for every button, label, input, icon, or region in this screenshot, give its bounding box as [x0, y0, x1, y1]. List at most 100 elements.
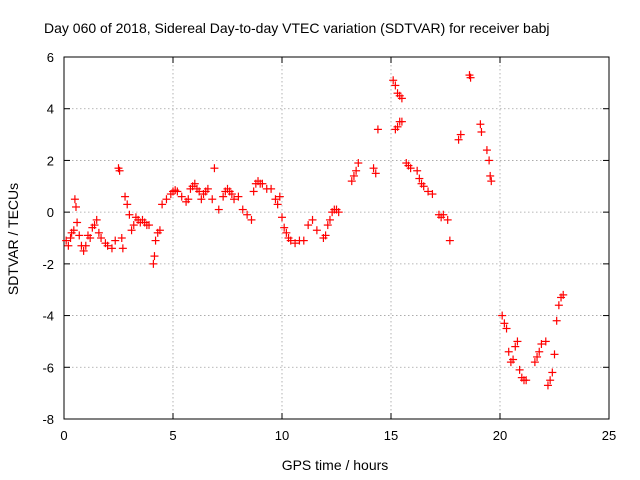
data-point — [70, 195, 79, 204]
data-point — [115, 166, 124, 175]
data-point — [391, 81, 400, 90]
data-point — [546, 376, 555, 385]
y-tick-label: -4 — [42, 309, 54, 324]
data-point — [117, 234, 126, 242]
data-point — [513, 337, 522, 346]
x-tick-label: 20 — [493, 428, 507, 443]
data-point — [103, 241, 112, 250]
data-point — [249, 187, 258, 196]
data-point — [550, 350, 559, 359]
data-point — [554, 301, 563, 310]
data-point — [498, 311, 507, 320]
data-point — [445, 236, 454, 245]
data-point — [173, 187, 182, 196]
y-tick-label: 4 — [47, 102, 54, 117]
data-point — [548, 368, 557, 377]
data-point — [90, 221, 99, 230]
data-point — [439, 210, 448, 219]
data-point — [535, 347, 544, 356]
data-point — [150, 252, 159, 261]
data-point — [371, 169, 380, 178]
data-point — [81, 241, 90, 250]
data-point — [92, 215, 101, 224]
data-point — [155, 226, 164, 235]
data-point — [66, 234, 75, 242]
plot-frame — [63, 56, 610, 420]
data-point — [118, 244, 127, 253]
data-point — [504, 347, 513, 356]
data-point — [486, 171, 495, 180]
x-axis-label: GPS time / hours — [282, 457, 389, 473]
data-point — [424, 187, 433, 196]
y-tick-label: 2 — [47, 153, 54, 168]
y-axis-label: SDTVAR / TECUs — [5, 183, 21, 295]
data-point — [278, 213, 286, 222]
data-point — [86, 234, 95, 242]
data-point — [466, 73, 475, 82]
data-point — [219, 192, 228, 201]
x-tick-labels: 0 5 10 15 20 25 — [60, 428, 616, 443]
data-point — [280, 223, 289, 232]
data-point — [530, 358, 539, 367]
data-point — [482, 146, 491, 155]
data-point — [243, 210, 252, 219]
data-point — [127, 226, 136, 235]
data-point — [413, 166, 422, 175]
data-point — [234, 192, 243, 201]
data-point — [443, 215, 452, 224]
x-tick-label: 15 — [384, 428, 398, 443]
data-point — [145, 221, 154, 230]
axis-ticks — [63, 56, 610, 420]
data-point — [291, 239, 300, 248]
data-point — [419, 182, 428, 191]
data-point — [389, 76, 398, 85]
y-tick-label: -2 — [42, 257, 54, 272]
data-point — [369, 164, 378, 173]
data-point — [190, 179, 199, 188]
data-point — [323, 221, 332, 230]
data-point — [230, 195, 239, 204]
data-point — [75, 231, 84, 240]
data-point — [559, 290, 568, 299]
data-point — [129, 221, 138, 230]
data-point — [214, 205, 223, 214]
data-point — [177, 192, 186, 201]
data-point — [487, 177, 496, 186]
data-point — [312, 226, 321, 235]
data-point — [373, 125, 382, 134]
data-point — [511, 342, 520, 351]
data-point — [273, 200, 282, 209]
data-point — [537, 340, 546, 349]
data-point — [428, 190, 437, 199]
data-point — [171, 186, 180, 195]
data-point — [299, 236, 308, 245]
data-point — [62, 236, 71, 245]
data-point — [500, 319, 509, 328]
data-point — [397, 94, 406, 103]
data-point — [541, 337, 550, 346]
data-point — [238, 205, 247, 214]
data-point — [151, 236, 160, 245]
data-points — [62, 71, 568, 390]
y-tick-label: -6 — [42, 360, 54, 375]
data-point — [73, 218, 82, 227]
data-point — [123, 200, 132, 209]
data-point — [406, 164, 415, 173]
data-point — [247, 215, 256, 224]
x-tick-label: 5 — [169, 428, 176, 443]
data-point — [79, 246, 88, 255]
data-point — [282, 228, 291, 237]
data-point — [71, 202, 80, 211]
data-point — [393, 122, 402, 131]
data-point — [227, 190, 236, 199]
data-point — [97, 234, 106, 242]
data-point — [149, 259, 158, 268]
data-point — [456, 130, 465, 139]
data-point — [208, 195, 217, 204]
data-point — [258, 179, 267, 188]
data-point — [64, 241, 73, 250]
data-point — [121, 192, 130, 201]
data-point — [286, 236, 295, 245]
data-point — [158, 200, 167, 209]
